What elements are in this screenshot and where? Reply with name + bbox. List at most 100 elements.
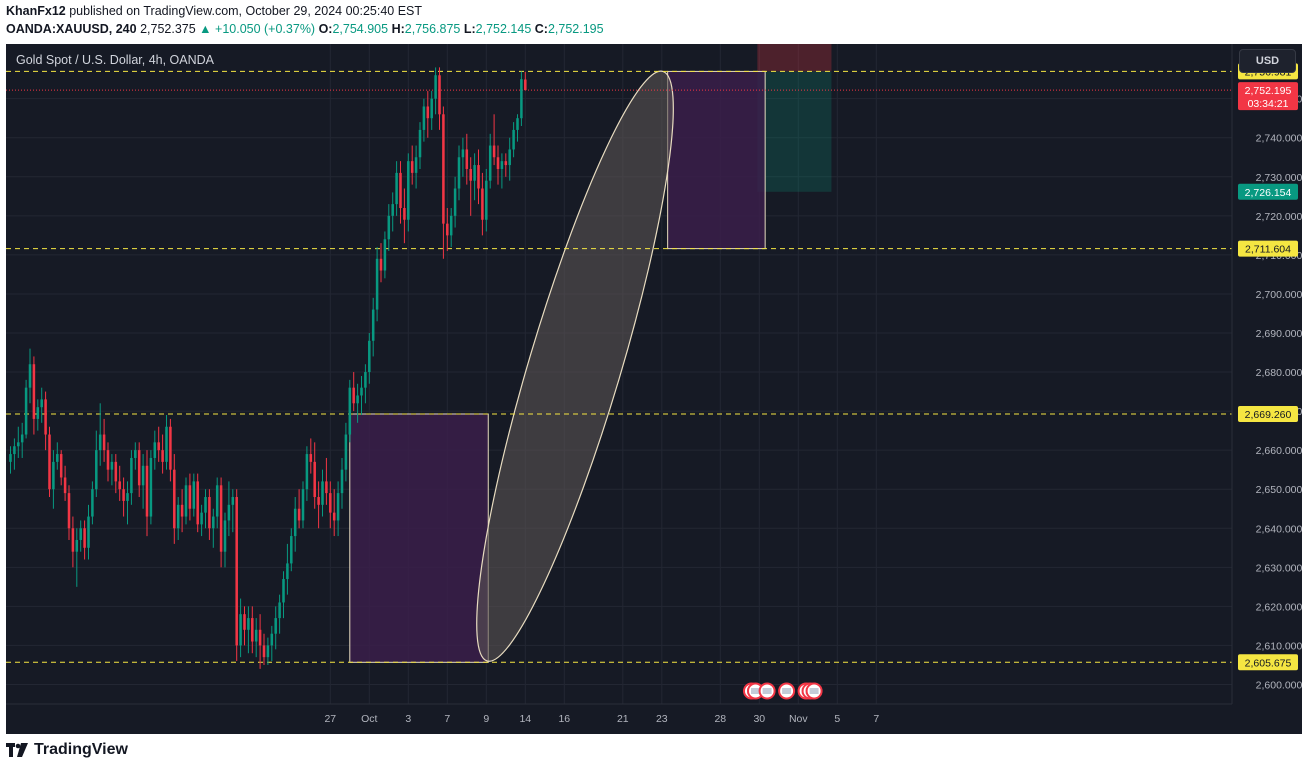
candle-body bbox=[297, 508, 301, 521]
candle-body bbox=[251, 618, 254, 642]
candle-body bbox=[176, 504, 180, 529]
candle-body bbox=[196, 481, 199, 525]
price-tick-label: 2,700.000 bbox=[1256, 289, 1302, 301]
candle-body bbox=[469, 168, 472, 181]
candle-body bbox=[329, 493, 332, 513]
candle-body bbox=[122, 489, 125, 501]
candle-body bbox=[95, 450, 98, 490]
candle-body bbox=[254, 629, 258, 642]
price-tick-label: 2,730.000 bbox=[1256, 172, 1302, 184]
level-label: 2,711.604 bbox=[1245, 244, 1291, 256]
flag-icon bbox=[751, 688, 760, 694]
open-label: O: bbox=[318, 22, 333, 36]
candle-body bbox=[114, 461, 118, 482]
ohlc-line: OANDA:XAUUSD, 240 2,752.375 ▲ +10.050 (+… bbox=[6, 22, 604, 36]
candle-body bbox=[239, 614, 242, 646]
time-tick-label: 7 bbox=[873, 713, 879, 725]
candle-body bbox=[348, 387, 352, 435]
candle-body bbox=[208, 497, 211, 529]
time-tick-label: 27 bbox=[324, 713, 336, 725]
candle-body bbox=[13, 446, 16, 455]
chart-area[interactable]: 2,600.000 2,610.000 2,620.000 2,630.000 2,64… bbox=[6, 44, 1302, 734]
candle-body bbox=[231, 497, 235, 505]
candle-body bbox=[414, 157, 418, 173]
candle-body bbox=[317, 497, 320, 505]
candle-body bbox=[430, 98, 433, 119]
position-target-zone bbox=[757, 71, 832, 192]
candle-body bbox=[169, 426, 172, 470]
candle-body bbox=[418, 129, 422, 158]
price-tick-label: 2,690.000 bbox=[1256, 328, 1302, 340]
candle-body bbox=[305, 454, 309, 490]
candle-body bbox=[9, 454, 12, 462]
current-price-label: 2,752.195 bbox=[1245, 85, 1292, 97]
candle-body bbox=[56, 454, 59, 462]
candle-body bbox=[492, 145, 496, 158]
candle-body bbox=[410, 161, 414, 173]
candle-body bbox=[360, 387, 363, 396]
price-tick-label: 2,680.000 bbox=[1256, 367, 1302, 379]
time-tick-label: 30 bbox=[753, 713, 765, 725]
candle-body bbox=[399, 172, 402, 209]
candle-body bbox=[63, 477, 67, 494]
time-tick-label: 9 bbox=[483, 713, 489, 725]
price-tick-label: 2,720.000 bbox=[1256, 211, 1302, 223]
candle-body bbox=[212, 516, 215, 529]
candle-body bbox=[453, 188, 457, 216]
candle-body bbox=[321, 481, 324, 505]
price-chart[interactable]: 2,600.000 2,610.000 2,620.000 2,630.000 2,64… bbox=[6, 44, 1302, 734]
candle-body bbox=[278, 602, 281, 619]
candle-body bbox=[52, 461, 55, 490]
target-price-label: 2,726.154 bbox=[1245, 187, 1292, 199]
countdown-label: 03:34:21 bbox=[1248, 98, 1289, 110]
candle-body bbox=[91, 489, 94, 517]
candle-body bbox=[504, 161, 508, 166]
candle-body bbox=[173, 469, 176, 529]
candle-body bbox=[426, 106, 430, 119]
last-price: 2,752.375 bbox=[140, 22, 196, 36]
range-box bbox=[667, 70, 766, 250]
candle-body bbox=[262, 645, 266, 658]
candle-body bbox=[137, 450, 141, 486]
tradingview-logo[interactable]: TradingView bbox=[6, 741, 128, 759]
level-label-bg bbox=[1238, 405, 1298, 422]
candle-body bbox=[481, 188, 484, 220]
candle-body bbox=[20, 434, 24, 443]
price-tick-label: 2,650.000 bbox=[1256, 484, 1302, 496]
candle-body bbox=[110, 461, 114, 470]
candle-body bbox=[40, 399, 43, 408]
symbol-label: OANDA:XAUUSD, 240 bbox=[6, 22, 137, 36]
candle-body bbox=[200, 512, 203, 525]
candle-body bbox=[204, 497, 207, 513]
candle-body bbox=[134, 450, 137, 458]
candle-body bbox=[524, 79, 527, 91]
candle-body bbox=[258, 629, 262, 646]
time-tick-label: 21 bbox=[617, 713, 629, 725]
candle-body bbox=[165, 426, 168, 462]
price-tick-label: 2,630.000 bbox=[1256, 562, 1302, 574]
currency-button[interactable]: USD bbox=[1239, 49, 1296, 73]
candle-body bbox=[17, 442, 20, 447]
time-tick-label: 14 bbox=[519, 713, 531, 725]
candle-body bbox=[126, 493, 129, 501]
time-tick-label: 28 bbox=[714, 713, 726, 725]
price-tick-label: 2,610.000 bbox=[1256, 640, 1302, 652]
candle-body bbox=[87, 516, 90, 548]
candle-body bbox=[442, 114, 445, 224]
flag-icon bbox=[782, 688, 792, 694]
candle-body bbox=[188, 485, 192, 509]
candle-body bbox=[473, 165, 476, 181]
candle-body bbox=[215, 485, 219, 517]
candle-body bbox=[325, 481, 328, 494]
candle-body bbox=[368, 340, 371, 373]
candle-body bbox=[247, 618, 250, 630]
candle-body bbox=[71, 528, 75, 552]
close-label: C: bbox=[534, 22, 548, 36]
candle-body bbox=[141, 465, 145, 486]
publisher-name[interactable]: KhanFx12 bbox=[6, 4, 66, 18]
price-tick-label: 2,740.000 bbox=[1256, 133, 1302, 145]
candle-body bbox=[477, 165, 480, 189]
high-label: H: bbox=[391, 22, 405, 36]
candle-body bbox=[446, 223, 449, 236]
candle-body bbox=[309, 454, 313, 462]
